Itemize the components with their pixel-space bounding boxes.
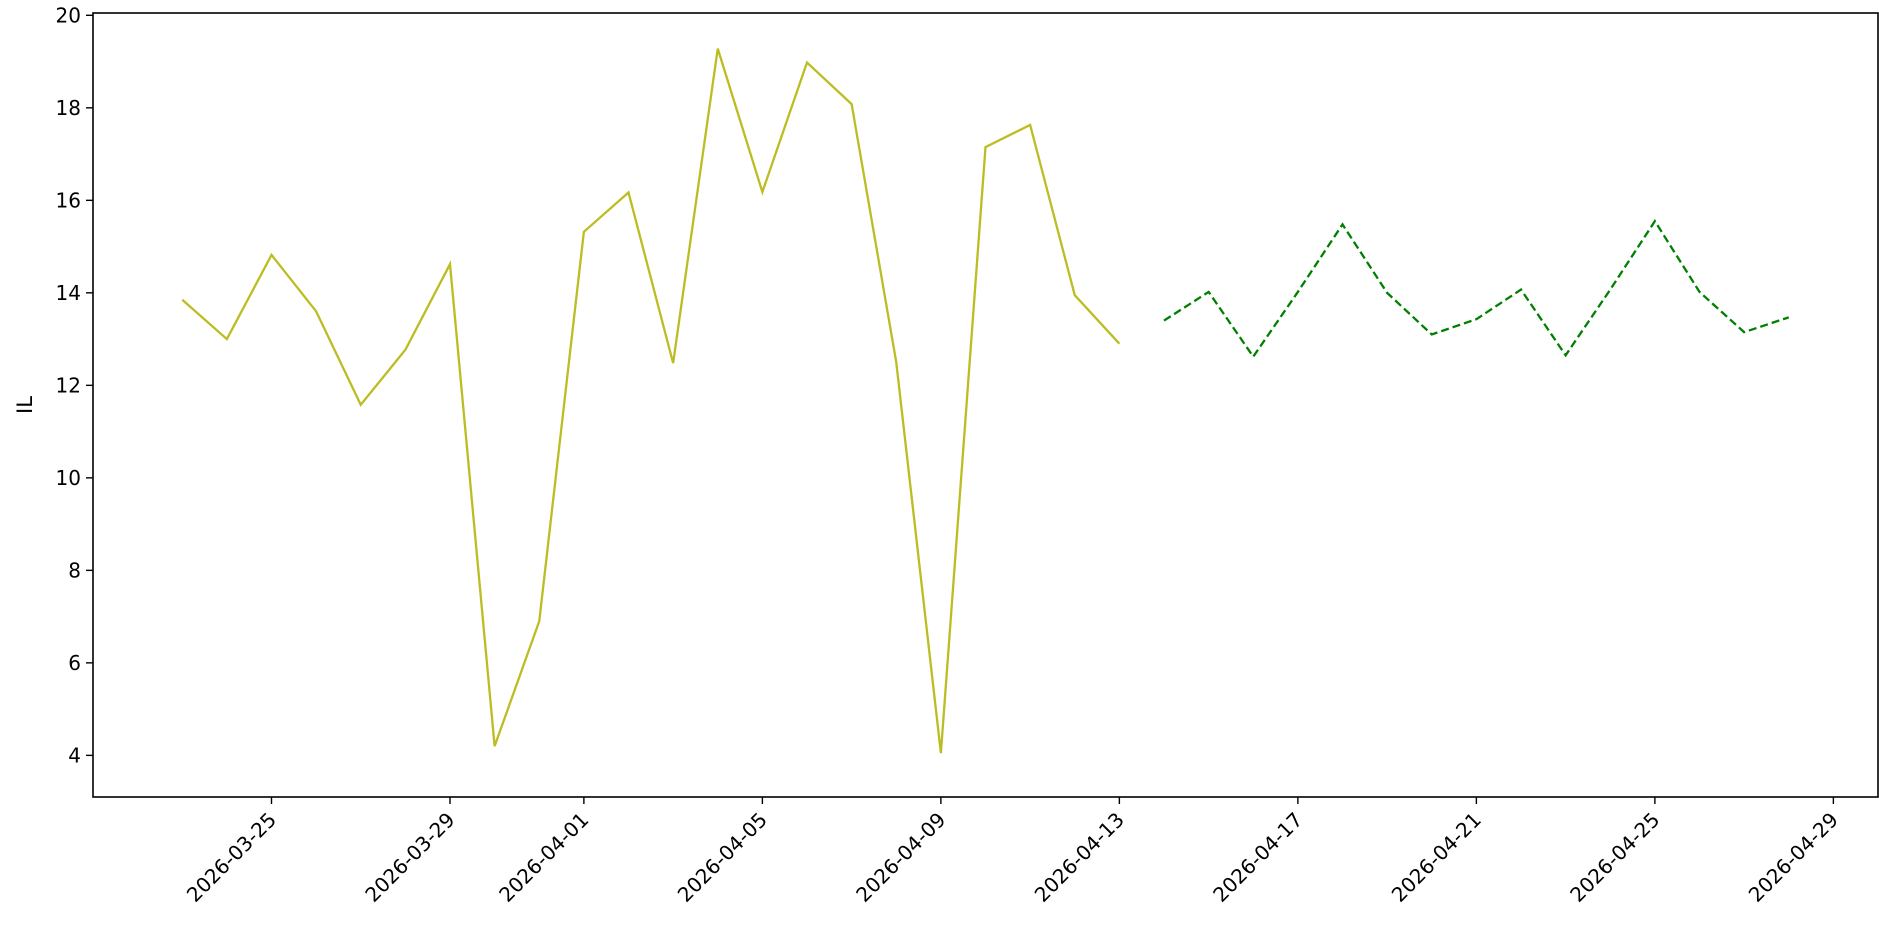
y-axis: 4 6 8 10 12 14 16 18 20 bbox=[56, 3, 93, 767]
y-axis-label: IL bbox=[13, 396, 37, 414]
y-tick-label: 10 bbox=[56, 466, 81, 490]
y-tick-label: 18 bbox=[56, 96, 81, 120]
series-layer bbox=[181, 48, 1790, 754]
y-tick-label: 6 bbox=[68, 651, 81, 675]
y-tick-label: 4 bbox=[68, 743, 81, 767]
y-tick-label: 16 bbox=[56, 188, 81, 212]
y-tick-label: 20 bbox=[56, 3, 81, 27]
series-line-2 bbox=[1163, 219, 1790, 359]
y-tick-label: 14 bbox=[56, 281, 81, 305]
y-tick-label: 12 bbox=[56, 373, 81, 397]
series-line-1 bbox=[181, 48, 1121, 754]
y-tick-label: 8 bbox=[68, 558, 81, 582]
plot-area bbox=[92, 12, 1879, 798]
